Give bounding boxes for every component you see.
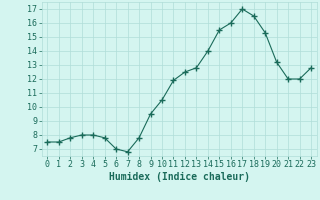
- X-axis label: Humidex (Indice chaleur): Humidex (Indice chaleur): [109, 172, 250, 182]
